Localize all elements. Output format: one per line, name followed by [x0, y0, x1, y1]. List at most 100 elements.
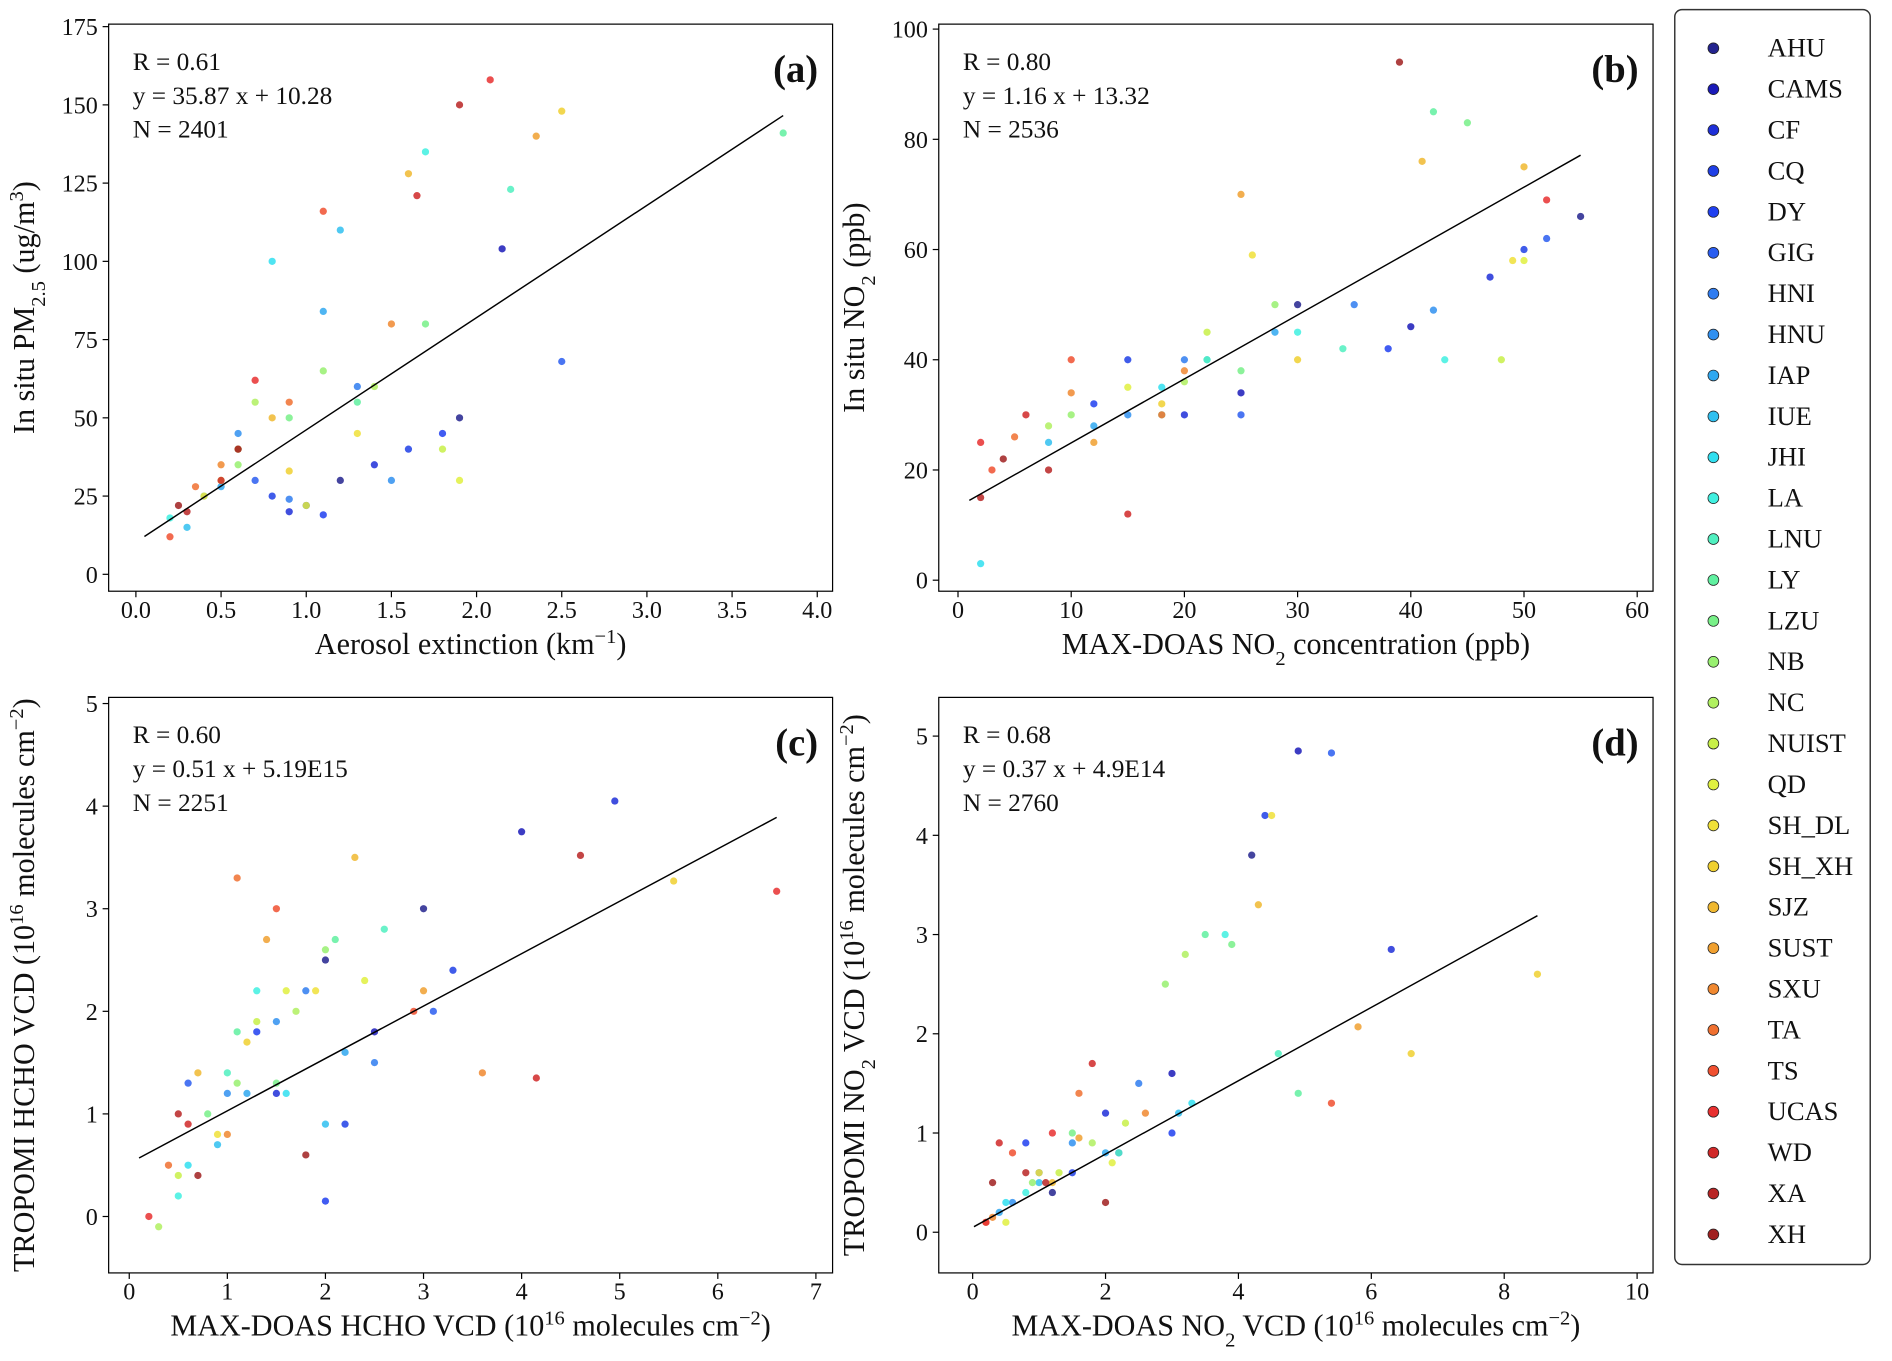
- point: [1088, 1059, 1096, 1068]
- point: [1180, 411, 1189, 419]
- legend-label: SH_XH: [1768, 851, 1854, 881]
- label-part: −2: [6, 708, 28, 730]
- point: [243, 1089, 251, 1098]
- point: [995, 1139, 1003, 1147]
- label-part: molecules cm: [7, 730, 41, 904]
- point: [1035, 1179, 1043, 1187]
- label-part: (ug/m: [7, 202, 41, 282]
- x-tick-label: 40: [1399, 597, 1423, 624]
- point: [1067, 356, 1075, 364]
- point: [1486, 273, 1494, 281]
- point: [353, 429, 361, 438]
- label-part: 2: [1225, 1330, 1235, 1352]
- point: [243, 1038, 251, 1046]
- point: [1248, 251, 1256, 259]
- point: [1088, 1139, 1096, 1147]
- point: [1135, 1079, 1143, 1088]
- point: [1002, 1198, 1010, 1207]
- point: [1418, 157, 1426, 165]
- x-tick-label: 5: [614, 1278, 626, 1305]
- point: [532, 1074, 540, 1082]
- y-tick-label: 3: [86, 896, 98, 923]
- point: [1407, 323, 1415, 331]
- point: [1339, 345, 1347, 353]
- point: [988, 466, 996, 474]
- y-tick-label: 20: [904, 457, 928, 484]
- point: [166, 514, 174, 522]
- point: [1048, 1188, 1057, 1197]
- label-part: Aerosol extinction (km: [315, 627, 595, 661]
- point: [164, 1161, 173, 1169]
- point: [977, 560, 985, 568]
- legend-marker: [1707, 246, 1720, 259]
- annotation: y = 1.16 x + 13.32: [963, 82, 1150, 110]
- legend-label: CF: [1768, 115, 1800, 145]
- point: [319, 367, 327, 375]
- legend-label: LZU: [1768, 605, 1820, 635]
- point: [336, 476, 344, 485]
- y-tick-label: 3: [916, 922, 928, 949]
- point: [1228, 940, 1236, 949]
- label-part: 16: [544, 1308, 565, 1330]
- point: [1022, 1169, 1030, 1177]
- legend-label: CQ: [1768, 155, 1805, 185]
- point: [194, 1069, 202, 1077]
- y-tick-label: 50: [74, 405, 98, 432]
- label-part: molecules cm: [837, 746, 871, 920]
- y-axis-label: In situ PM2.5 (ug/m3): [6, 181, 50, 434]
- point: [1044, 422, 1053, 430]
- point: [1022, 1188, 1030, 1197]
- x-tick-label: 2: [319, 1278, 331, 1305]
- point: [1293, 356, 1302, 364]
- point: [321, 946, 330, 954]
- fit-line: [144, 114, 784, 538]
- point: [478, 1069, 487, 1077]
- y-tick-label: 150: [62, 92, 98, 119]
- point: [213, 1141, 222, 1149]
- legend-marker: [1707, 819, 1720, 832]
- point: [370, 1058, 379, 1067]
- point: [1141, 1109, 1150, 1117]
- label-part: ): [1570, 1309, 1580, 1343]
- point: [1168, 1129, 1176, 1137]
- y-tick-label: 75: [74, 327, 98, 354]
- point: [1010, 433, 1019, 441]
- point: [1158, 400, 1166, 408]
- point: [1121, 1119, 1130, 1127]
- point: [1022, 1139, 1030, 1147]
- y-tick-label: 100: [892, 17, 928, 44]
- legend-label: NC: [1768, 687, 1805, 717]
- annotation: N = 2401: [133, 116, 229, 144]
- label-part: −2: [1548, 1308, 1570, 1330]
- point: [253, 1028, 261, 1036]
- point: [455, 101, 464, 109]
- point: [321, 1197, 330, 1205]
- point: [1203, 328, 1211, 336]
- point: [1429, 306, 1438, 314]
- point: [486, 76, 494, 84]
- legend-label: HNI: [1768, 278, 1815, 308]
- panel-label: (b): [1591, 49, 1638, 91]
- point: [194, 1171, 202, 1180]
- point: [1115, 1149, 1123, 1157]
- point: [319, 207, 327, 215]
- point: [312, 987, 320, 995]
- point: [234, 429, 242, 438]
- annotation: N = 2536: [963, 116, 1059, 144]
- point: [285, 467, 293, 475]
- label-part: TROPOMI NO: [837, 1069, 871, 1256]
- panel-label: (c): [775, 722, 818, 764]
- point: [1407, 1050, 1415, 1058]
- point: [1090, 400, 1098, 408]
- annotation: R = 0.60: [133, 721, 221, 749]
- point: [1268, 811, 1276, 820]
- legend-marker: [1707, 1187, 1720, 1200]
- point: [223, 1089, 231, 1098]
- legend-label: SXU: [1768, 973, 1821, 1003]
- point: [184, 1120, 192, 1128]
- point: [558, 357, 566, 366]
- point: [319, 511, 327, 519]
- point: [302, 987, 310, 995]
- point: [341, 1048, 349, 1056]
- label-part: molecules cm: [1374, 1309, 1548, 1343]
